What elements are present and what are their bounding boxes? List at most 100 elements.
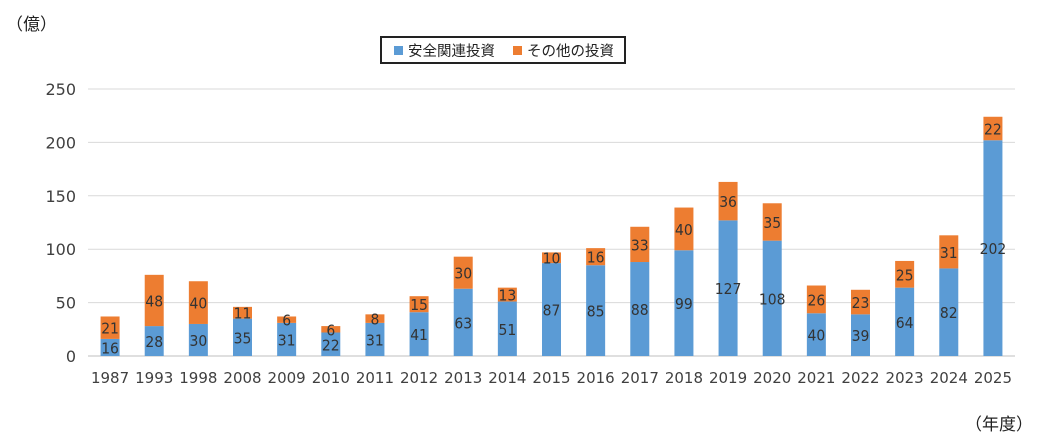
bar-other — [806, 285, 826, 314]
bar-safety — [100, 338, 120, 356]
x-tick-label: 2014 — [488, 369, 526, 387]
data-label-safety: 22 — [322, 336, 340, 354]
bar-other — [144, 274, 164, 327]
bar-safety — [365, 322, 385, 356]
bar-other — [718, 181, 738, 221]
data-label-other: 33 — [631, 236, 649, 254]
data-label-other: 40 — [675, 221, 693, 239]
legend-item-other: その他の投資 — [513, 40, 614, 61]
bar-other — [674, 207, 694, 251]
bar-safety — [718, 220, 738, 356]
bar-safety — [806, 313, 826, 356]
bar-other — [762, 203, 782, 241]
bar-other — [851, 289, 870, 315]
x-tick-label: 2020 — [753, 369, 791, 387]
data-label-safety: 64 — [896, 314, 914, 332]
x-tick-label: 2008 — [223, 369, 261, 387]
bar-other — [277, 316, 297, 323]
y-tick-label: 200 — [45, 133, 76, 152]
bar-safety — [144, 326, 164, 356]
bar-safety — [277, 322, 297, 356]
data-label-other: 30 — [454, 265, 472, 283]
legend-swatch-safety — [394, 45, 403, 55]
data-label-safety: 31 — [366, 331, 384, 349]
x-tick-label: 2017 — [621, 369, 659, 387]
data-label-safety: 39 — [852, 327, 870, 345]
y-tick-label: 100 — [45, 240, 76, 259]
data-label-other: 31 — [940, 244, 958, 262]
x-tick-label: 2021 — [797, 369, 835, 387]
data-label-other: 35 — [763, 214, 781, 232]
x-tick-label: 2025 — [974, 369, 1012, 387]
x-tick-label: 2022 — [841, 369, 879, 387]
data-label-other: 40 — [189, 295, 207, 313]
bar-other — [365, 314, 385, 323]
data-label-other: 48 — [145, 292, 163, 310]
bar-other — [321, 326, 341, 333]
bar-other — [895, 260, 915, 288]
data-label-other: 6 — [326, 321, 335, 339]
bar-other — [233, 306, 252, 319]
data-label-safety: 41 — [410, 326, 428, 344]
bar-safety — [321, 332, 341, 356]
data-label-safety: 87 — [543, 302, 561, 320]
bar-other — [453, 256, 473, 289]
bar-safety — [409, 312, 429, 356]
x-tick-label: 2009 — [268, 369, 306, 387]
bar-safety — [233, 318, 252, 356]
data-label-safety: 40 — [807, 327, 825, 345]
data-label-other: 6 — [282, 312, 291, 330]
data-label-other: 13 — [498, 287, 516, 305]
data-label-safety: 202 — [980, 240, 1007, 258]
bar-other — [983, 116, 1003, 141]
x-axis-unit-label: （年度） — [965, 415, 1033, 435]
data-label-safety: 82 — [940, 304, 958, 322]
bar-safety — [895, 287, 915, 356]
data-label-safety: 88 — [631, 301, 649, 319]
bar-other — [586, 248, 606, 266]
bar-safety — [674, 250, 694, 356]
bar-safety — [542, 263, 561, 356]
y-tick-label: 50 — [56, 294, 76, 313]
x-tick-label: 2015 — [532, 369, 570, 387]
y-tick-label: 250 — [45, 80, 76, 99]
bar-safety — [983, 140, 1003, 356]
bar-safety — [453, 288, 473, 356]
bar-other — [497, 287, 517, 302]
x-tick-label: 2019 — [709, 369, 747, 387]
data-label-other: 23 — [852, 294, 870, 312]
data-label-safety: 127 — [715, 280, 742, 298]
bar-safety — [630, 262, 650, 356]
data-label-other: 11 — [234, 305, 252, 323]
bar-safety — [762, 240, 782, 356]
x-tick-label: 2024 — [930, 369, 968, 387]
y-tick-label: 150 — [45, 187, 76, 206]
legend-label-other: その他の投資 — [527, 43, 614, 60]
x-tick-label: 2010 — [312, 369, 350, 387]
x-tick-label: 2013 — [444, 369, 482, 387]
bar-other — [409, 296, 429, 313]
y-axis-unit-label: （億） — [6, 15, 57, 35]
bar-other — [188, 281, 208, 324]
data-label-safety: 28 — [145, 333, 163, 351]
data-label-other: 25 — [896, 266, 914, 284]
data-label-safety: 51 — [498, 321, 516, 339]
data-label-safety: 108 — [759, 290, 786, 308]
bar-other — [939, 235, 959, 269]
data-label-other: 8 — [370, 311, 379, 329]
x-tick-label: 2018 — [665, 369, 703, 387]
data-label-other: 36 — [719, 193, 737, 211]
data-label-other: 15 — [410, 296, 428, 314]
bar-safety — [188, 323, 208, 356]
bar-safety — [939, 268, 959, 356]
bar-safety — [586, 265, 606, 356]
legend-item-safety: 安全関連投資 — [394, 40, 495, 61]
bar-other — [630, 226, 650, 263]
data-label-other: 10 — [543, 250, 561, 268]
data-label-safety: 35 — [234, 329, 252, 347]
data-label-safety: 63 — [454, 314, 472, 332]
chart-legend: 安全関連投資 その他の投資 — [380, 36, 626, 64]
data-label-safety: 30 — [189, 332, 207, 350]
bar-safety — [851, 314, 870, 356]
data-label-other: 21 — [101, 320, 119, 338]
